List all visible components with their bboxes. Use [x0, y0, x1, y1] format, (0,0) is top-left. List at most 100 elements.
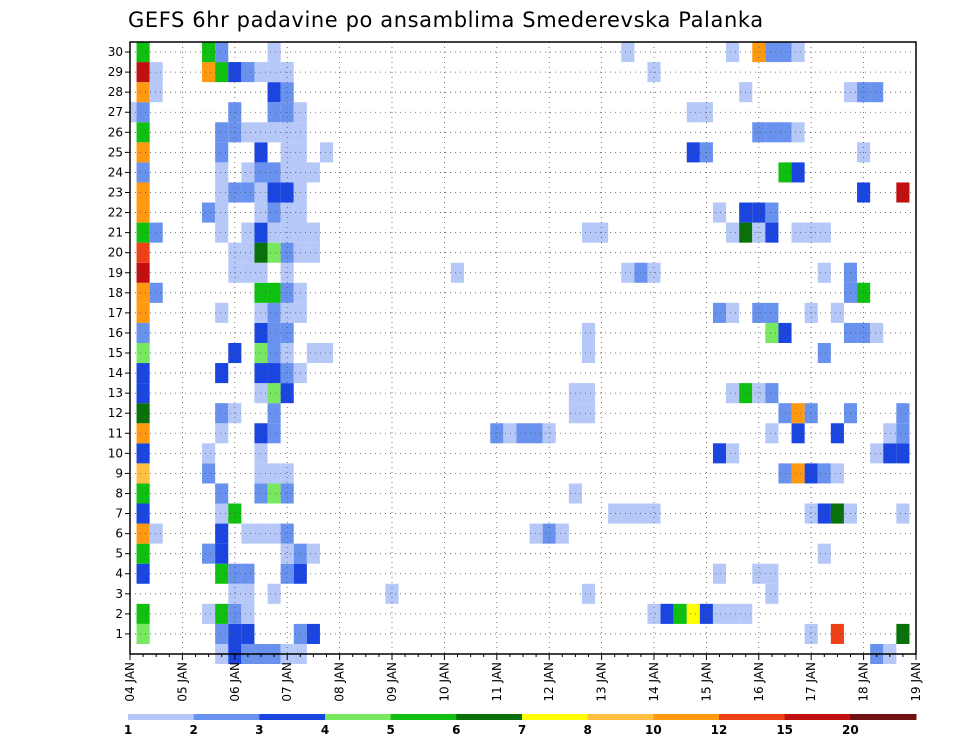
precip-cell	[215, 403, 229, 424]
colorbar-label: 15	[776, 723, 793, 737]
precip-cell	[136, 623, 150, 644]
precip-cell	[542, 423, 556, 444]
precip-cell	[870, 82, 884, 103]
precip-cell	[136, 403, 150, 424]
precip-cell	[202, 62, 216, 83]
y-tick-label: 6	[115, 527, 123, 541]
precip-cell	[215, 302, 229, 323]
y-tick-label: 21	[108, 226, 123, 240]
x-tick-label: 05 JAN	[175, 662, 189, 702]
precip-cell	[215, 603, 229, 624]
y-tick-label: 11	[108, 426, 123, 440]
precip-cell	[765, 383, 779, 404]
precip-cell	[542, 523, 556, 544]
precip-cell	[306, 342, 320, 364]
colorbar-label: 1	[124, 723, 132, 737]
precip-cell	[608, 503, 622, 524]
y-tick-label: 18	[108, 286, 123, 300]
precip-cell	[136, 322, 150, 343]
precip-cell	[149, 523, 163, 544]
precip-cell	[215, 523, 229, 544]
precip-cell	[804, 403, 818, 424]
precip-cell	[765, 322, 779, 343]
precip-cell	[215, 423, 229, 444]
precip-cell	[804, 463, 818, 484]
precip-cell	[202, 543, 216, 564]
precip-cell	[306, 543, 320, 564]
precip-cell	[791, 463, 805, 484]
precip-cell	[726, 302, 740, 323]
y-tick-label: 25	[108, 145, 123, 159]
precip-cell	[765, 222, 779, 243]
precip-cell	[228, 583, 242, 604]
precip-cell	[136, 463, 150, 484]
precip-cell	[267, 162, 281, 183]
precip-cell	[136, 443, 150, 464]
precip-cell	[647, 603, 661, 624]
precip-cell	[267, 363, 281, 384]
x-tick-label: 06 JAN	[228, 662, 242, 702]
x-tick-label: 18 JAN	[857, 662, 871, 702]
precip-cell	[202, 463, 216, 484]
precip-cell	[280, 563, 294, 584]
y-tick-label: 24	[108, 165, 123, 179]
precip-cell	[202, 603, 216, 624]
colorbar-swatch	[522, 714, 589, 720]
x-tick-label: 12 JAN	[542, 662, 556, 702]
precip-cell	[765, 302, 779, 323]
precip-cell	[136, 563, 150, 584]
colorbar-swatch	[193, 714, 260, 720]
precip-cell	[791, 423, 805, 444]
precip-cell	[267, 463, 281, 484]
precip-cell	[136, 102, 150, 123]
precip-cell	[136, 363, 150, 384]
colorbar-swatch	[850, 714, 917, 720]
precip-cell	[581, 383, 596, 404]
y-tick-label: 29	[108, 65, 123, 79]
precip-cell	[883, 443, 897, 464]
precip-cell	[791, 222, 805, 243]
precip-cell	[896, 182, 910, 203]
precip-cell	[896, 503, 910, 524]
precip-cell	[280, 543, 294, 564]
precip-cell	[280, 523, 294, 544]
precip-cell	[830, 463, 844, 484]
x-tick-label: 14 JAN	[647, 662, 661, 702]
precip-cell	[136, 62, 150, 83]
precip-cell	[267, 242, 281, 263]
precip-cell	[267, 523, 281, 544]
y-tick-label: 8	[115, 486, 123, 500]
precip-cell	[490, 423, 504, 444]
y-tick-label: 22	[108, 206, 123, 220]
y-tick-label: 16	[108, 326, 123, 340]
precip-cell	[267, 182, 281, 203]
precip-cell	[136, 222, 150, 243]
precip-cell	[215, 122, 229, 143]
precip-cell	[830, 302, 844, 323]
precip-cell	[267, 122, 281, 143]
colorbar-swatch	[325, 714, 392, 720]
precip-cell	[215, 42, 229, 63]
y-tick-label: 2	[115, 607, 123, 621]
precip-cell	[647, 503, 661, 524]
precip-cell	[830, 623, 844, 644]
precip-cell	[136, 142, 150, 163]
precip-cell	[241, 563, 255, 584]
y-tick-label: 5	[115, 547, 123, 561]
colorbar-label: 8	[583, 723, 591, 737]
precip-cell	[726, 222, 740, 243]
precip-cell	[136, 242, 150, 263]
precip-cell	[136, 82, 150, 103]
precip-cell	[817, 543, 831, 564]
colorbar-swatch	[587, 714, 654, 720]
precip-cell	[241, 623, 255, 644]
precip-cell	[896, 423, 910, 444]
precip-cell	[621, 262, 635, 283]
colorbar-label: 6	[452, 723, 460, 737]
precip-cell	[581, 583, 596, 604]
precip-cell	[752, 383, 766, 404]
x-tick-label: 17 JAN	[804, 662, 818, 702]
precip-cell	[529, 523, 543, 544]
precip-cell	[765, 42, 779, 63]
